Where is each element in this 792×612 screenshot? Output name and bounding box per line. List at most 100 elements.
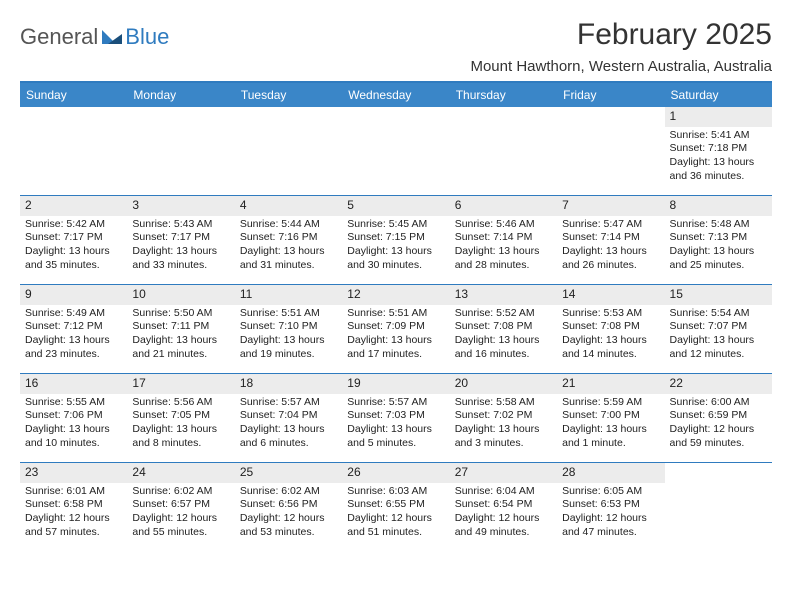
logo-triangle-icon (102, 24, 122, 50)
calendar-cell-empty (127, 107, 234, 195)
daylight-line2: and 17 minutes. (347, 348, 444, 362)
cell-body: Sunrise: 5:47 AMSunset: 7:14 PMDaylight:… (557, 216, 664, 273)
sunrise-text: Sunrise: 5:41 AM (670, 129, 767, 143)
daylight-line1: Daylight: 13 hours (25, 245, 122, 259)
title-block: February 2025 Mount Hawthorn, Western Au… (470, 18, 772, 75)
daylight-line2: and 19 minutes. (240, 348, 337, 362)
day-number: 12 (342, 285, 449, 305)
daylight-line2: and 26 minutes. (562, 259, 659, 273)
daylight-line2: and 57 minutes. (25, 526, 122, 540)
daylight-line2: and 35 minutes. (25, 259, 122, 273)
sunset-text: Sunset: 7:12 PM (25, 320, 122, 334)
sunrise-text: Sunrise: 6:05 AM (562, 485, 659, 499)
cell-body: Sunrise: 5:43 AMSunset: 7:17 PMDaylight:… (127, 216, 234, 273)
sunset-text: Sunset: 7:09 PM (347, 320, 444, 334)
sunset-text: Sunset: 7:10 PM (240, 320, 337, 334)
sunset-text: Sunset: 6:55 PM (347, 498, 444, 512)
sunrise-text: Sunrise: 5:54 AM (670, 307, 767, 321)
cell-body: Sunrise: 5:50 AMSunset: 7:11 PMDaylight:… (127, 305, 234, 362)
sunrise-text: Sunrise: 5:43 AM (132, 218, 229, 232)
calendar-cell: 15Sunrise: 5:54 AMSunset: 7:07 PMDayligh… (665, 285, 772, 373)
day-header: Friday (557, 83, 664, 107)
day-header-row: SundayMondayTuesdayWednesdayThursdayFrid… (20, 83, 772, 107)
daylight-line1: Daylight: 13 hours (240, 334, 337, 348)
daylight-line2: and 49 minutes. (455, 526, 552, 540)
calendar-cell: 10Sunrise: 5:50 AMSunset: 7:11 PMDayligh… (127, 285, 234, 373)
day-number: 23 (20, 463, 127, 483)
sunrise-text: Sunrise: 5:42 AM (25, 218, 122, 232)
cell-body: Sunrise: 5:46 AMSunset: 7:14 PMDaylight:… (450, 216, 557, 273)
calendar-cell: 11Sunrise: 5:51 AMSunset: 7:10 PMDayligh… (235, 285, 342, 373)
cell-body: Sunrise: 5:57 AMSunset: 7:04 PMDaylight:… (235, 394, 342, 451)
day-header: Sunday (20, 83, 127, 107)
cell-body: Sunrise: 5:51 AMSunset: 7:09 PMDaylight:… (342, 305, 449, 362)
calendar-cell: 4Sunrise: 5:44 AMSunset: 7:16 PMDaylight… (235, 196, 342, 284)
cell-body: Sunrise: 5:51 AMSunset: 7:10 PMDaylight:… (235, 305, 342, 362)
day-number: 2 (20, 196, 127, 216)
day-number: 7 (557, 196, 664, 216)
cell-body: Sunrise: 5:55 AMSunset: 7:06 PMDaylight:… (20, 394, 127, 451)
daylight-line1: Daylight: 13 hours (25, 334, 122, 348)
day-number: 10 (127, 285, 234, 305)
daylight-line1: Daylight: 12 hours (240, 512, 337, 526)
day-number: 5 (342, 196, 449, 216)
calendar-cell: 1Sunrise: 5:41 AMSunset: 7:18 PMDaylight… (665, 107, 772, 195)
day-number: 19 (342, 374, 449, 394)
calendar-cell: 19Sunrise: 5:57 AMSunset: 7:03 PMDayligh… (342, 374, 449, 462)
cell-body: Sunrise: 5:52 AMSunset: 7:08 PMDaylight:… (450, 305, 557, 362)
calendar-cell: 8Sunrise: 5:48 AMSunset: 7:13 PMDaylight… (665, 196, 772, 284)
calendar-cell: 24Sunrise: 6:02 AMSunset: 6:57 PMDayligh… (127, 463, 234, 551)
sunset-text: Sunset: 6:53 PM (562, 498, 659, 512)
daylight-line2: and 12 minutes. (670, 348, 767, 362)
sunset-text: Sunset: 6:59 PM (670, 409, 767, 423)
sunrise-text: Sunrise: 5:51 AM (240, 307, 337, 321)
day-number: 25 (235, 463, 342, 483)
daylight-line1: Daylight: 13 hours (562, 334, 659, 348)
sunrise-text: Sunrise: 5:53 AM (562, 307, 659, 321)
daylight-line2: and 1 minute. (562, 437, 659, 451)
sunset-text: Sunset: 6:57 PM (132, 498, 229, 512)
calendar-cell: 14Sunrise: 5:53 AMSunset: 7:08 PMDayligh… (557, 285, 664, 373)
calendar-cell-empty (450, 107, 557, 195)
calendar-cell: 26Sunrise: 6:03 AMSunset: 6:55 PMDayligh… (342, 463, 449, 551)
sunset-text: Sunset: 7:03 PM (347, 409, 444, 423)
daylight-line1: Daylight: 13 hours (240, 423, 337, 437)
daylight-line1: Daylight: 13 hours (455, 423, 552, 437)
month-title: February 2025 (470, 18, 772, 52)
sunset-text: Sunset: 7:14 PM (455, 231, 552, 245)
sunrise-text: Sunrise: 5:59 AM (562, 396, 659, 410)
daylight-line1: Daylight: 12 hours (347, 512, 444, 526)
calendar-cell-empty (557, 107, 664, 195)
cell-body: Sunrise: 5:57 AMSunset: 7:03 PMDaylight:… (342, 394, 449, 451)
daylight-line2: and 30 minutes. (347, 259, 444, 273)
sunset-text: Sunset: 7:14 PM (562, 231, 659, 245)
calendar-cell: 13Sunrise: 5:52 AMSunset: 7:08 PMDayligh… (450, 285, 557, 373)
daylight-line2: and 33 minutes. (132, 259, 229, 273)
calendar-cell-empty (20, 107, 127, 195)
daylight-line2: and 3 minutes. (455, 437, 552, 451)
calendar: SundayMondayTuesdayWednesdayThursdayFrid… (20, 83, 772, 551)
calendar-cell: 5Sunrise: 5:45 AMSunset: 7:15 PMDaylight… (342, 196, 449, 284)
cell-body: Sunrise: 6:00 AMSunset: 6:59 PMDaylight:… (665, 394, 772, 451)
cell-body: Sunrise: 5:54 AMSunset: 7:07 PMDaylight:… (665, 305, 772, 362)
page-header: General Blue February 2025 Mount Hawthor… (20, 18, 772, 75)
day-header: Wednesday (342, 83, 449, 107)
sunset-text: Sunset: 7:04 PM (240, 409, 337, 423)
cell-body: Sunrise: 5:44 AMSunset: 7:16 PMDaylight:… (235, 216, 342, 273)
sunrise-text: Sunrise: 6:02 AM (240, 485, 337, 499)
cell-body: Sunrise: 6:01 AMSunset: 6:58 PMDaylight:… (20, 483, 127, 540)
daylight-line2: and 6 minutes. (240, 437, 337, 451)
sunrise-text: Sunrise: 6:01 AM (25, 485, 122, 499)
sunset-text: Sunset: 7:08 PM (562, 320, 659, 334)
day-number: 22 (665, 374, 772, 394)
daylight-line2: and 8 minutes. (132, 437, 229, 451)
calendar-cell: 17Sunrise: 5:56 AMSunset: 7:05 PMDayligh… (127, 374, 234, 462)
sunset-text: Sunset: 7:07 PM (670, 320, 767, 334)
sunset-text: Sunset: 7:02 PM (455, 409, 552, 423)
daylight-line1: Daylight: 13 hours (670, 156, 767, 170)
daylight-line2: and 28 minutes. (455, 259, 552, 273)
weeks-container: 1Sunrise: 5:41 AMSunset: 7:18 PMDaylight… (20, 107, 772, 551)
calendar-cell: 28Sunrise: 6:05 AMSunset: 6:53 PMDayligh… (557, 463, 664, 551)
daylight-line2: and 55 minutes. (132, 526, 229, 540)
daylight-line1: Daylight: 13 hours (240, 245, 337, 259)
